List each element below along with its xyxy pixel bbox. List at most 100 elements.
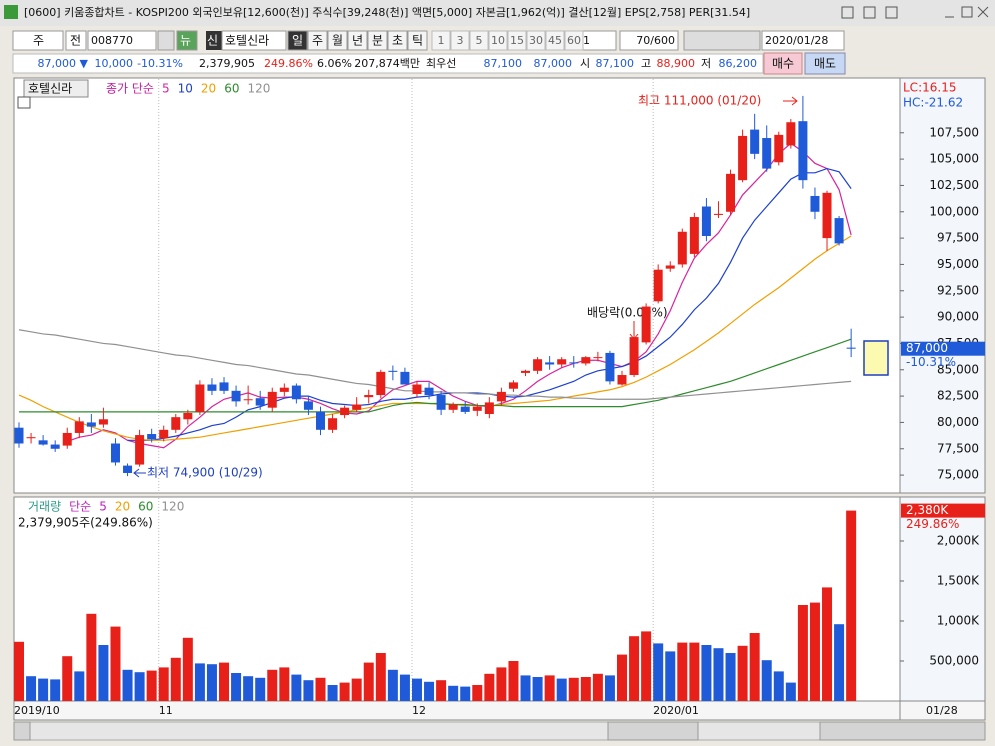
scope-button[interactable] (65, 30, 87, 51)
volume-bar (785, 682, 796, 701)
volume-bar (834, 624, 845, 701)
period-button[interactable] (367, 30, 388, 51)
news-button[interactable] (176, 30, 198, 51)
best-label: 최우선 (426, 57, 456, 70)
candle-body (496, 391, 506, 402)
current-volume: 2,380K (906, 503, 949, 517)
period-button[interactable] (347, 30, 368, 51)
candle-body (303, 401, 313, 410)
price-axis-pane (899, 77, 986, 494)
date-box[interactable] (761, 30, 845, 51)
candle-body (50, 444, 60, 449)
date: 2020/01/28 (765, 34, 828, 47)
current-price: 87,000 (906, 341, 948, 355)
candle-body (231, 390, 241, 402)
candle-body (533, 359, 543, 371)
candle-body (74, 421, 84, 433)
high-annotation: 최고 111,000 (01/20) (638, 94, 761, 108)
volume-bar (617, 654, 627, 701)
volume-bar (231, 673, 242, 701)
candle-body (750, 129, 760, 154)
credit-badge (206, 31, 222, 50)
volume-bar (327, 685, 338, 701)
candle-body (762, 138, 772, 169)
volume-bar (50, 679, 61, 701)
candle-body (786, 122, 796, 146)
legend-entry: 60 (224, 82, 239, 96)
credit: 신 (207, 34, 218, 48)
interval-button[interactable] (507, 30, 527, 51)
stock-code: 008770 (91, 34, 133, 47)
count-box[interactable] (619, 30, 679, 51)
tool-icons[interactable] (683, 30, 761, 51)
volume-bar (387, 669, 398, 701)
candle-body (267, 391, 277, 408)
candle-body (436, 395, 446, 410)
interval-button[interactable] (564, 30, 584, 51)
turnover: 6.06% (317, 57, 352, 70)
volume-bar (411, 678, 422, 701)
interval-label: 5 (476, 34, 483, 47)
interval-button[interactable] (526, 30, 546, 51)
code-input[interactable] (87, 30, 157, 51)
candle-body (364, 395, 374, 398)
candle-body (774, 134, 784, 163)
interval-button[interactable] (488, 30, 508, 51)
grid-icon[interactable] (17, 96, 31, 109)
candle-body (689, 217, 699, 254)
candle-body (147, 434, 157, 440)
candle-body (243, 399, 253, 401)
volume-bar (665, 651, 676, 701)
period-button[interactable] (327, 30, 348, 51)
current-volume-box (901, 503, 985, 518)
candle-body (653, 269, 663, 302)
candle-body (352, 404, 362, 410)
period-button[interactable] (387, 30, 408, 51)
period-button[interactable] (287, 30, 308, 51)
volume-bar (737, 645, 748, 701)
price-box[interactable] (863, 340, 889, 376)
period-button[interactable] (407, 30, 428, 51)
price-title: 호텔신라 (28, 82, 72, 96)
period-label: 초 (392, 34, 403, 48)
candle-body (207, 384, 217, 391)
volume-bar (255, 677, 266, 701)
moving-average-line (19, 338, 852, 413)
candle-body (159, 429, 169, 439)
stock-name: 호텔신라 (225, 34, 269, 48)
interval-button[interactable] (431, 30, 451, 51)
best-bid: 87,000 (534, 57, 573, 70)
candle-body (641, 306, 651, 343)
scroll-controls[interactable] (607, 721, 699, 741)
candle-body (376, 371, 386, 396)
volume-bar (315, 677, 326, 701)
count: 70/600 (636, 34, 675, 47)
high: 88,900 (657, 57, 696, 70)
volume-bar (98, 645, 109, 701)
hc-label: HC:-21.62 (903, 96, 963, 110)
window-buttons[interactable] (841, 6, 989, 19)
search-button[interactable] (157, 30, 175, 51)
sell-button[interactable] (804, 52, 846, 75)
interval-button[interactable] (450, 30, 470, 51)
volume-bar (14, 641, 24, 701)
zoom-controls[interactable] (819, 721, 986, 741)
scroll-left[interactable] (13, 721, 31, 741)
market-select[interactable] (12, 30, 64, 51)
volume-bar (797, 605, 808, 701)
candle-body (605, 352, 615, 382)
volume-bar (267, 669, 278, 701)
interval-button[interactable] (545, 30, 565, 51)
volume-bar (279, 667, 290, 701)
title-bar (0, 0, 995, 26)
legend-entry: 20 (201, 82, 216, 96)
period-label: 틱 (412, 34, 423, 48)
legend-entry: 20 (115, 500, 130, 514)
period-button[interactable] (307, 30, 328, 51)
buy-button[interactable] (763, 52, 803, 75)
volume-bar (194, 663, 205, 701)
volume-bar (291, 674, 302, 701)
interval-button[interactable] (469, 30, 489, 51)
candle-body (183, 412, 193, 420)
